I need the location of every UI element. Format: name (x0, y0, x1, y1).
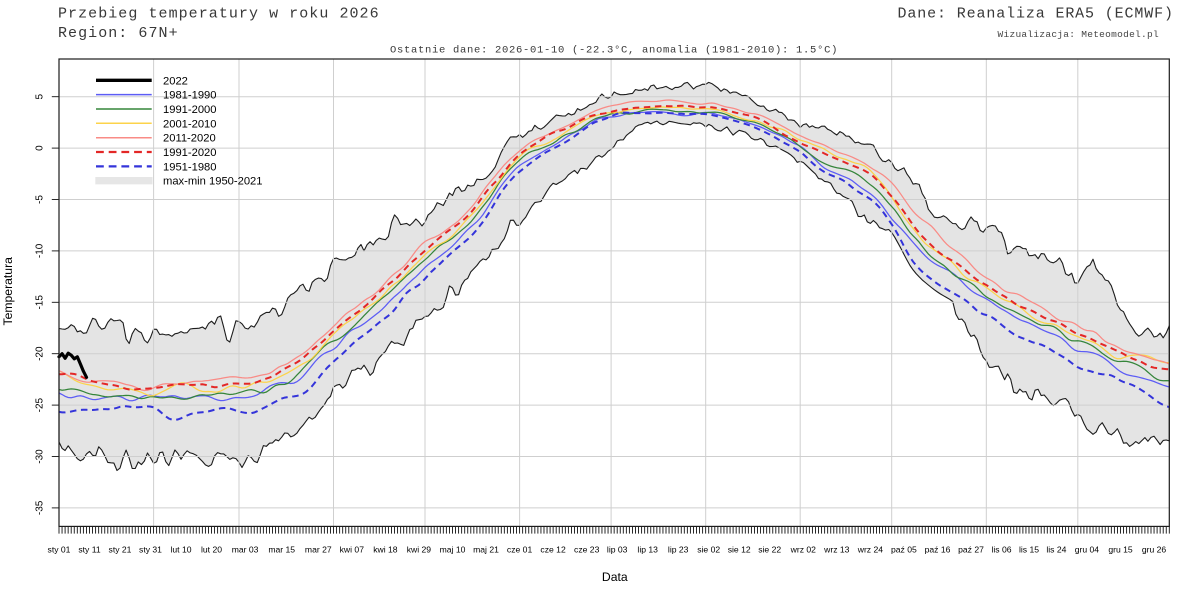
svg-text:wrz 24: wrz 24 (857, 545, 884, 555)
svg-text:-20: -20 (35, 346, 46, 361)
svg-text:mar 15: mar 15 (268, 545, 295, 555)
svg-text:Ostatnie dane: 2026-01-10 (-22: Ostatnie dane: 2026-01-10 (-22.3°C, anom… (390, 44, 838, 56)
svg-text:sty 21: sty 21 (109, 545, 132, 555)
svg-text:lip 03: lip 03 (607, 545, 628, 555)
svg-text:sty 01: sty 01 (48, 545, 71, 555)
svg-text:lut 20: lut 20 (201, 545, 222, 555)
svg-text:2011-2020: 2011-2020 (163, 133, 216, 145)
svg-text:1951-1980: 1951-1980 (163, 161, 217, 173)
svg-text:1981-1990: 1981-1990 (163, 90, 217, 102)
svg-text:5: 5 (35, 93, 46, 99)
svg-text:-25: -25 (35, 397, 46, 412)
svg-text:Dane: Reanaliza ERA5 (ECMWF): Dane: Reanaliza ERA5 (ECMWF) (898, 6, 1174, 23)
svg-text:maj 10: maj 10 (440, 545, 466, 555)
svg-text:maj 21: maj 21 (473, 545, 499, 555)
svg-text:lis 15: lis 15 (1019, 545, 1039, 555)
svg-text:wrz 02: wrz 02 (790, 545, 817, 555)
svg-text:-15: -15 (35, 295, 46, 310)
svg-text:sie 02: sie 02 (697, 545, 720, 555)
svg-text:sty 31: sty 31 (139, 545, 162, 555)
svg-text:cze 23: cze 23 (574, 545, 600, 555)
svg-text:lip 13: lip 13 (637, 545, 658, 555)
svg-text:Temperatura: Temperatura (1, 257, 15, 326)
svg-text:lis 24: lis 24 (1046, 545, 1066, 555)
svg-text:Wizualizacja: Meteomodel.pl: Wizualizacja: Meteomodel.pl (998, 29, 1160, 40)
svg-text:cze 01: cze 01 (507, 545, 533, 555)
svg-text:kwi 18: kwi 18 (373, 545, 398, 555)
svg-text:lis 06: lis 06 (991, 545, 1011, 555)
svg-text:1991-2020: 1991-2020 (163, 147, 217, 159)
svg-text:paź 27: paź 27 (958, 545, 984, 555)
svg-text:sie 22: sie 22 (758, 545, 781, 555)
svg-text:wrz 13: wrz 13 (823, 545, 850, 555)
svg-text:paź 16: paź 16 (925, 545, 951, 555)
svg-text:Data: Data (602, 570, 628, 584)
svg-text:sie 12: sie 12 (728, 545, 751, 555)
svg-text:cze 12: cze 12 (540, 545, 566, 555)
svg-text:Region: 67N+: Region: 67N+ (58, 25, 179, 42)
svg-text:-5: -5 (35, 195, 46, 204)
svg-text:kwi 07: kwi 07 (340, 545, 365, 555)
svg-text:-30: -30 (35, 449, 46, 464)
svg-text:-10: -10 (35, 243, 46, 258)
svg-text:-35: -35 (35, 500, 46, 515)
svg-text:0: 0 (35, 145, 46, 151)
svg-text:max-min 1950-2021: max-min 1950-2021 (163, 176, 263, 188)
svg-text:gru 15: gru 15 (1108, 545, 1133, 555)
svg-text:Przebieg temperatury w roku 20: Przebieg temperatury w roku 2026 (58, 6, 380, 23)
svg-text:kwi 29: kwi 29 (407, 545, 432, 555)
svg-text:sty 11: sty 11 (78, 545, 101, 555)
svg-text:mar 27: mar 27 (305, 545, 332, 555)
svg-text:lut 10: lut 10 (170, 545, 191, 555)
svg-text:mar 03: mar 03 (232, 545, 259, 555)
svg-text:1991-2000: 1991-2000 (163, 104, 217, 116)
svg-text:gru 04: gru 04 (1075, 545, 1100, 555)
svg-text:2001-2010: 2001-2010 (163, 118, 217, 130)
svg-text:paź 05: paź 05 (891, 545, 917, 555)
svg-text:lip 23: lip 23 (668, 545, 689, 555)
svg-text:2022: 2022 (163, 75, 188, 87)
svg-text:gru 26: gru 26 (1142, 545, 1167, 555)
